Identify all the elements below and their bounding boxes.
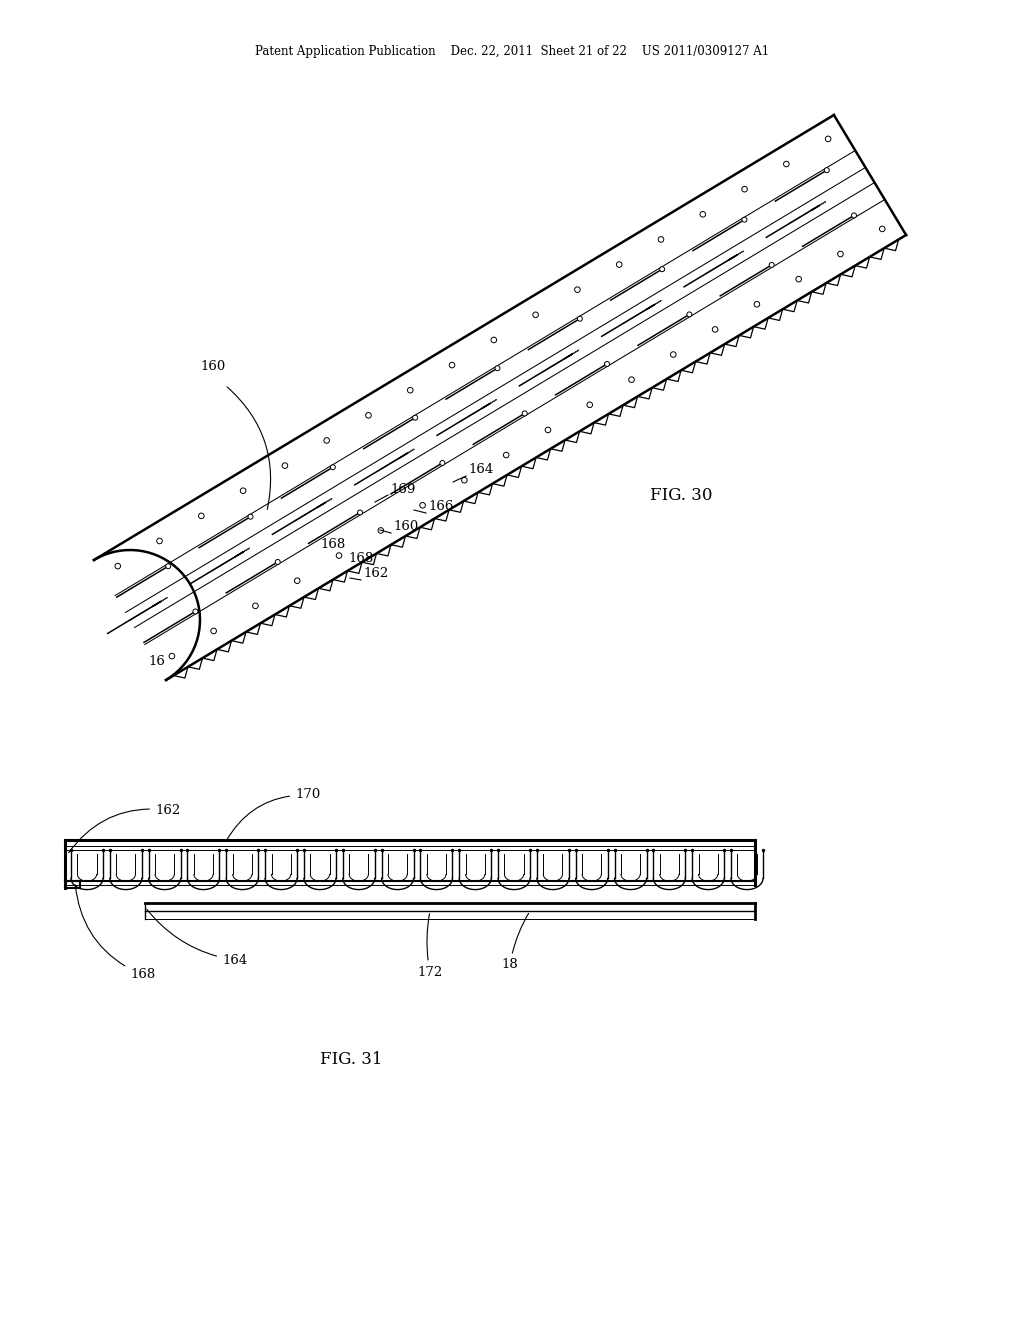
Circle shape (324, 438, 330, 444)
Circle shape (713, 326, 718, 333)
Circle shape (495, 366, 500, 371)
Circle shape (796, 276, 802, 282)
Circle shape (295, 578, 300, 583)
Circle shape (700, 211, 706, 216)
Circle shape (492, 337, 497, 343)
Circle shape (462, 478, 467, 483)
Circle shape (616, 261, 622, 268)
Text: FIG. 30: FIG. 30 (650, 487, 713, 503)
Circle shape (742, 218, 746, 222)
Circle shape (115, 564, 121, 569)
Circle shape (166, 564, 171, 569)
Circle shape (659, 267, 665, 272)
Text: 169: 169 (390, 483, 416, 496)
Circle shape (331, 465, 335, 470)
Circle shape (199, 513, 204, 519)
Text: 18: 18 (502, 913, 528, 972)
Circle shape (825, 136, 830, 141)
Circle shape (378, 528, 384, 533)
Text: FIG. 31: FIG. 31 (319, 1052, 383, 1068)
Circle shape (783, 161, 790, 166)
Circle shape (574, 286, 581, 293)
Circle shape (671, 351, 676, 358)
Circle shape (838, 251, 844, 257)
Polygon shape (94, 115, 906, 680)
Text: 162: 162 (69, 804, 180, 853)
Circle shape (282, 463, 288, 469)
Circle shape (578, 317, 583, 321)
Circle shape (852, 213, 856, 218)
Circle shape (275, 560, 281, 565)
Circle shape (366, 413, 372, 418)
Bar (65, 840, 755, 900)
Circle shape (440, 461, 444, 466)
Circle shape (169, 653, 175, 659)
Text: 168: 168 (76, 884, 156, 982)
Circle shape (880, 226, 885, 232)
Text: 16: 16 (148, 655, 165, 668)
Circle shape (336, 553, 342, 558)
Circle shape (413, 416, 418, 420)
Text: 168: 168 (319, 539, 345, 550)
FancyArrowPatch shape (136, 545, 178, 655)
Circle shape (545, 428, 551, 433)
Text: 168: 168 (348, 552, 374, 565)
Circle shape (211, 628, 216, 634)
Circle shape (687, 312, 692, 317)
Circle shape (193, 609, 198, 614)
Circle shape (587, 403, 593, 408)
Circle shape (522, 411, 527, 416)
Text: 164: 164 (468, 463, 494, 477)
Text: Patent Application Publication    Dec. 22, 2011  Sheet 21 of 22    US 2011/03091: Patent Application Publication Dec. 22, … (255, 45, 769, 58)
Text: 170: 170 (226, 788, 321, 841)
Circle shape (532, 312, 539, 318)
Circle shape (241, 488, 246, 494)
Text: 172: 172 (418, 913, 442, 978)
Circle shape (248, 515, 253, 519)
Circle shape (408, 387, 413, 393)
Text: 166: 166 (428, 500, 454, 513)
Circle shape (824, 168, 829, 173)
Circle shape (357, 510, 362, 515)
Text: 160: 160 (200, 360, 225, 374)
Text: 162: 162 (362, 568, 388, 579)
Circle shape (604, 362, 609, 367)
Circle shape (769, 263, 774, 268)
Circle shape (450, 362, 455, 368)
Circle shape (658, 236, 664, 243)
Circle shape (629, 378, 634, 383)
Circle shape (754, 301, 760, 308)
Circle shape (741, 186, 748, 191)
Circle shape (420, 503, 425, 508)
Text: 164: 164 (146, 909, 247, 966)
Circle shape (253, 603, 258, 609)
Circle shape (504, 453, 509, 458)
Circle shape (157, 539, 163, 544)
Text: 160: 160 (393, 520, 418, 533)
